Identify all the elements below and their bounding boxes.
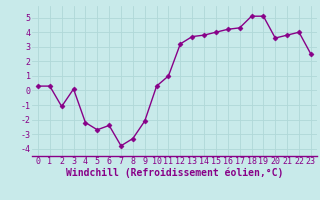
X-axis label: Windchill (Refroidissement éolien,°C): Windchill (Refroidissement éolien,°C) bbox=[66, 168, 283, 178]
